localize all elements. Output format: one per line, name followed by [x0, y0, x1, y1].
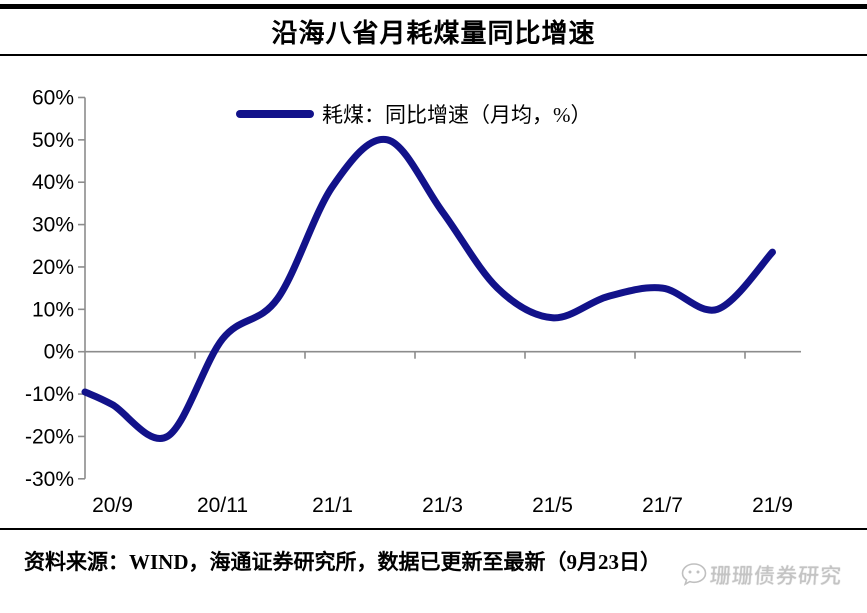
x-axis-label: 21/7 [642, 494, 683, 517]
chart-legend: 耗煤：同比增速（月均，%） [236, 99, 592, 129]
series-line-coal-consumption [81, 135, 776, 442]
title-divider-rule [0, 54, 867, 56]
y-axis-label: 0% [44, 341, 74, 364]
x-axis-label: 20/11 [197, 494, 248, 517]
y-axis-label: 40% [32, 171, 74, 194]
top-border-rule [0, 4, 867, 9]
y-axis-label: 30% [32, 214, 74, 237]
y-axis-label: 60% [32, 86, 74, 109]
y-axis-label: 20% [32, 256, 74, 279]
x-axis-label: 21/1 [312, 494, 353, 517]
chart-title: 沿海八省月耗煤量同比增速 [271, 19, 596, 48]
y-axis-label: -30% [25, 468, 74, 491]
y-axis-label: -10% [25, 383, 74, 406]
watermark-text: 珊珊债券研究 [709, 564, 843, 588]
y-axis-label: 10% [32, 298, 74, 321]
legend-series-label: 耗煤：同比增速（月均，%） [322, 103, 592, 127]
chat-bubble-icon [681, 563, 707, 586]
legend-line-swatch-icon [236, 110, 314, 118]
x-axis-label: 21/3 [422, 494, 463, 517]
watermark: 珊珊债券研究 [680, 560, 843, 590]
x-axis-label: 21/9 [752, 494, 793, 517]
x-axis-label: 20/9 [92, 494, 133, 517]
data-source-note: 资料来源：WIND，海通证券研究所，数据已更新至最新（9月23日） [24, 550, 662, 574]
footer-divider-rule [0, 528, 867, 530]
y-axis-label: 50% [32, 129, 74, 152]
x-axis-label: 21/5 [532, 494, 573, 517]
y-axis-label: -20% [25, 425, 74, 448]
